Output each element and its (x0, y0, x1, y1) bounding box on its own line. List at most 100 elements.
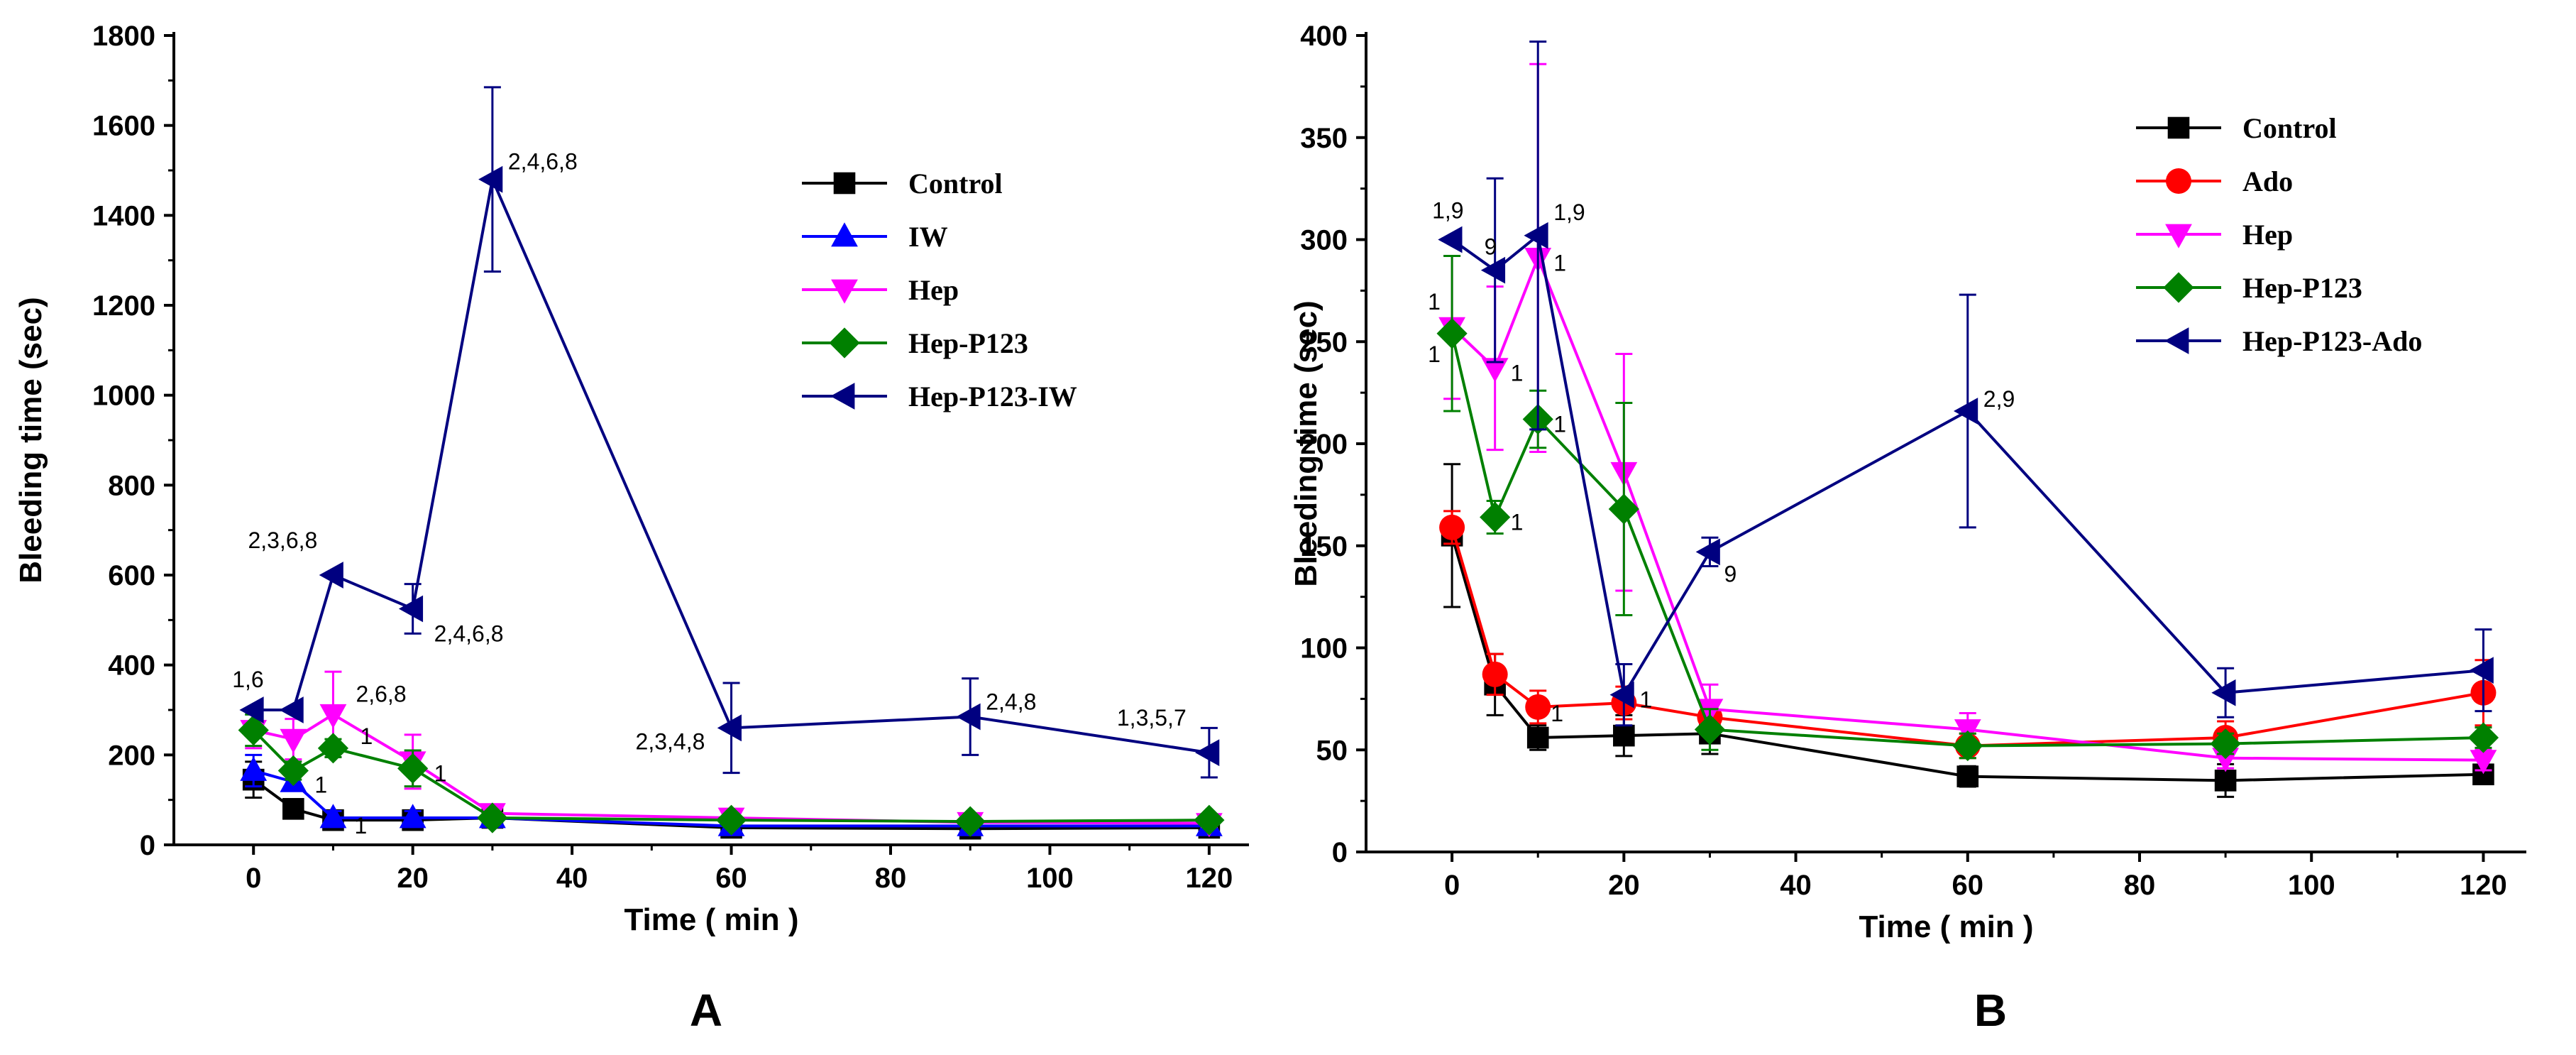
annotation-a: 2,4,6,8 (508, 149, 578, 175)
annotation-b: 1 (1553, 412, 1566, 437)
x-tick-label-a: 40 (556, 863, 588, 894)
legend-item-ado-b: Ado (2136, 165, 2293, 197)
y-tick-label-b: 150 (1300, 531, 1348, 562)
x-tick-label-a: 0 (246, 863, 261, 894)
annotation-b: 9 (1724, 561, 1736, 586)
data-point-hep-p123-iw-a (956, 703, 981, 731)
annotation-b: 1 (1551, 701, 1563, 726)
annotation-b: 9 (1485, 234, 1497, 260)
legend-label-b: Hep-P123 (2242, 272, 2362, 304)
annotation-b: 1 (1428, 341, 1441, 367)
legend-a: Control IW Hep Hep-P123 Hep-P123-IW (802, 168, 1077, 412)
legend-label-b: Ado (2242, 165, 2293, 197)
data-point-hep-p123-ado-b (1438, 226, 1463, 253)
legend-label-b: Hep (2242, 219, 2293, 251)
data-point-hep-p123-a (1194, 804, 1225, 836)
data-point-hep-p123-b (1952, 730, 1983, 762)
annotation-a: 2,4,6,8 (434, 621, 504, 647)
series-hep-p123-b (1436, 255, 2499, 762)
annotation-b: 2,9 (1983, 386, 2015, 412)
y-axis-title-b: Bleeding time (sec) (1289, 300, 1323, 586)
annotation-b: 1 (1639, 687, 1652, 713)
legend-marker-b (2164, 327, 2189, 354)
data-point-hep-p123-iw-a (319, 562, 343, 589)
data-point-hep-p123-a (715, 804, 747, 836)
data-point-hep-p123-iw-a (1195, 739, 1220, 767)
y-tick-label-b: 300 (1300, 225, 1348, 256)
y-axis-title-a: Bleeding time (sec) (13, 297, 48, 583)
annotation-b: 1 (1428, 289, 1441, 315)
data-point-hep-p123-ado-b (1953, 398, 1978, 425)
panel-label-a: A (690, 985, 722, 1036)
data-point-hep-b (2470, 750, 2497, 775)
data-point-hep-p123-a (397, 753, 429, 784)
x-tick-label-b: 120 (2460, 870, 2507, 901)
data-point-hep-p123-b (1694, 714, 1726, 745)
legend-marker-a (829, 327, 860, 359)
y-tick-label-a: 1400 (92, 200, 155, 231)
data-point-hep-p123-ado-b (2469, 657, 2494, 684)
data-point-hep-p123-ado-b (1480, 256, 1506, 284)
chart-panel-b: 0 50 100 150 200 250 300 350 400 0 20 40 60 80 100 120 T… (1289, 21, 2526, 1036)
x-tick-label-a: 80 (875, 863, 907, 894)
annotation-b: 1,9 (1432, 198, 1463, 224)
data-point-hep-p123-a (954, 806, 986, 837)
annotation-a: 1 (354, 813, 367, 838)
data-point-ado-b (1482, 661, 1508, 687)
data-point-control-b (1956, 765, 1979, 787)
y-tick-label-a: 1800 (92, 21, 155, 52)
y-tick-label-b: 0 (1332, 837, 1348, 868)
y-tick-label-a: 600 (108, 560, 155, 591)
x-tick-label-b: 60 (1952, 870, 1984, 901)
data-point-hep-p123-a (477, 802, 508, 833)
x-tick-label-a: 60 (715, 863, 747, 894)
annotation-b: 1,9 (1553, 199, 1585, 225)
legend-item-hep-p123-iw-a: Hep-P123-IW (802, 381, 1077, 412)
y-tick-label-b: 250 (1300, 327, 1348, 358)
annotation-a: 1 (434, 760, 447, 786)
y-tick-label-b: 200 (1300, 429, 1348, 460)
data-point-iw-a (399, 804, 426, 829)
data-point-hep-a (319, 704, 347, 729)
data-point-hep-p123-b (2467, 722, 2499, 753)
data-point-control-a (282, 798, 304, 820)
series-line-hep-b (1451, 253, 2484, 762)
data-point-hep-p123-iw-a (239, 696, 264, 723)
data-point-control-b (2214, 770, 2237, 792)
data-point-hep-p123-iw-a (398, 595, 424, 623)
data-point-hep-p123-b (2210, 728, 2241, 760)
legend-label-a: Control (908, 168, 1003, 199)
annotation-a: 1,3,5,7 (1117, 705, 1187, 731)
chart-panel-a: 0 200 400 600 800 1000 1200 1400 1600 1800 0 20 40 60… (13, 21, 1249, 1036)
data-point-hep-a (280, 728, 307, 753)
y-tick-label-a: 0 (140, 830, 155, 861)
data-point-hep-p123-iw-a (717, 714, 742, 742)
x-tick-label-a: 20 (397, 863, 429, 894)
series-hep-p123-iw-a (239, 86, 1220, 779)
y-tick-label-a: 1000 (92, 381, 155, 412)
legend-marker-b (2167, 116, 2190, 139)
data-point-hep-p123-b (1608, 493, 1639, 525)
x-tick-label-b: 100 (2288, 870, 2335, 901)
legend-b: Control Ado Hep Hep-P123 Hep-P123-Ado (2136, 112, 2422, 357)
legend-marker-a (831, 222, 858, 247)
data-point-hep-p123-ado-b (1524, 222, 1548, 249)
x-tick-label-a: 100 (1026, 863, 1074, 894)
legend-item-hep-p123-a: Hep-P123 (802, 327, 1028, 359)
legend-label-a: IW (908, 221, 948, 253)
annotation-a: 1,6 (232, 667, 263, 692)
data-point-control-b (1613, 724, 1635, 747)
data-point-hep-p123-iw-a (478, 165, 503, 193)
data-point-ado-b (1525, 694, 1551, 720)
x-axis-title-b: Time ( min ) (1859, 909, 2033, 944)
panel-label-b: B (1974, 985, 2007, 1036)
legend-item-hep-p123-ado-b: Hep-P123-Ado (2136, 325, 2422, 357)
legend-label-b: Control (2242, 112, 2337, 144)
y-tick-label-b: 50 (1316, 735, 1348, 766)
data-point-hep-p123-b (1480, 501, 1511, 533)
y-tick-label-a: 800 (108, 470, 155, 501)
legend-label-a: Hep-P123 (908, 327, 1028, 359)
legend-item-control-b: Control (2136, 112, 2337, 144)
legend-marker-b (2165, 224, 2192, 248)
data-point-control-b (1526, 726, 1549, 749)
